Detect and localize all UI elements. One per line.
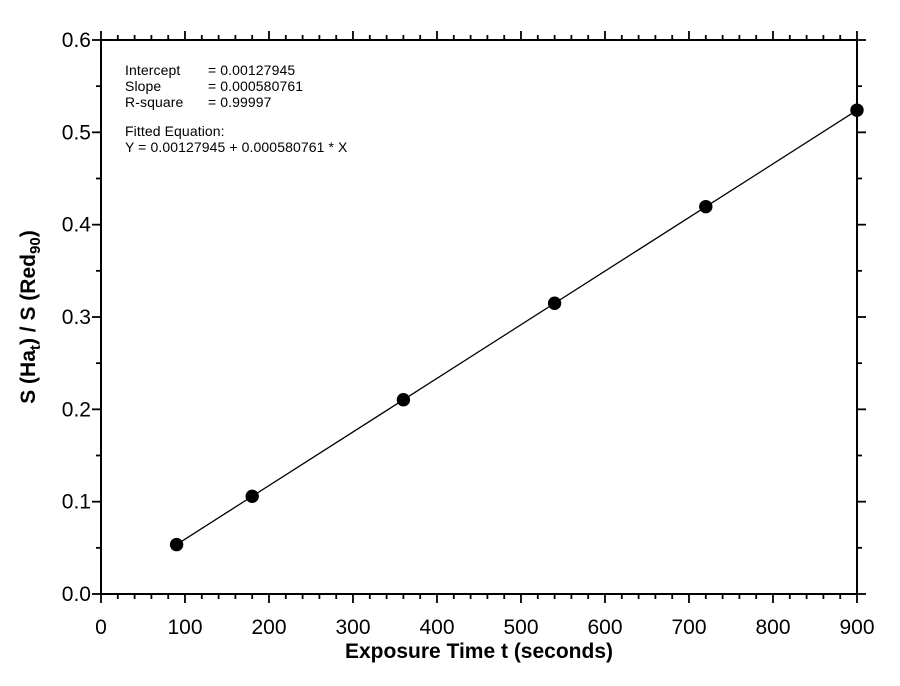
x-tick-label: 200 — [251, 616, 286, 639]
fit-stat-rsquare: R-square = 0.99997 — [125, 94, 347, 110]
y-tick-label: 0.1 — [62, 491, 91, 514]
x-tick-label: 400 — [419, 616, 454, 639]
fit-stat-value: = 0.99997 — [208, 94, 272, 110]
x-tick-label: 900 — [839, 616, 874, 639]
data-point — [169, 537, 184, 552]
fit-stat-label: Intercept — [125, 62, 181, 78]
y-tick-label: 0.0 — [62, 583, 91, 606]
x-tick-label: 800 — [755, 616, 790, 639]
fitted-equation-text: Y = 0.00127945 + 0.000580761 * X — [125, 139, 348, 155]
fit-stat-value: = 0.000580761 — [208, 78, 304, 94]
x-tick-label: 300 — [335, 616, 370, 639]
fit-stats-annotation: Intercept = 0.00127945 Slope = 0.0005807… — [125, 62, 347, 155]
x-tick-label: 500 — [503, 616, 538, 639]
x-axis-title: Exposure Time t (seconds) — [344, 640, 614, 663]
fit-line — [176, 109, 858, 546]
data-point — [699, 199, 713, 214]
fit-stat-slope: Slope = 0.000580761 — [125, 78, 347, 94]
y-axis-title: S (Hat) / S (Red90) — [17, 230, 45, 404]
x-tick-label: 600 — [587, 616, 622, 639]
fit-stat-value: = 0.00127945 — [208, 62, 296, 78]
y-tick-label: 0.5 — [62, 121, 91, 144]
y-tick-label: 0.6 — [62, 29, 91, 52]
y-tick-label: 0.3 — [62, 306, 91, 329]
data-point — [396, 393, 411, 407]
data-point — [547, 296, 562, 310]
fit-stat-label: R-square — [125, 94, 184, 110]
fit-stat-intercept: Intercept = 0.00127945 — [125, 62, 347, 78]
x-tick-label: 700 — [671, 616, 706, 639]
y-tick-label: 0.4 — [62, 214, 92, 237]
fitted-equation-title: Fitted Equation: — [125, 123, 225, 139]
x-tick-label: 0 — [95, 616, 107, 639]
fitted-equation-block: Fitted Equation: Y = 0.00127945 + 0.0005… — [125, 123, 347, 155]
fit-stat-label: Slope — [125, 78, 162, 94]
data-point — [850, 103, 864, 117]
y-tick-label: 0.2 — [62, 398, 91, 421]
data-point — [245, 489, 259, 504]
x-tick-label: 100 — [167, 616, 202, 639]
